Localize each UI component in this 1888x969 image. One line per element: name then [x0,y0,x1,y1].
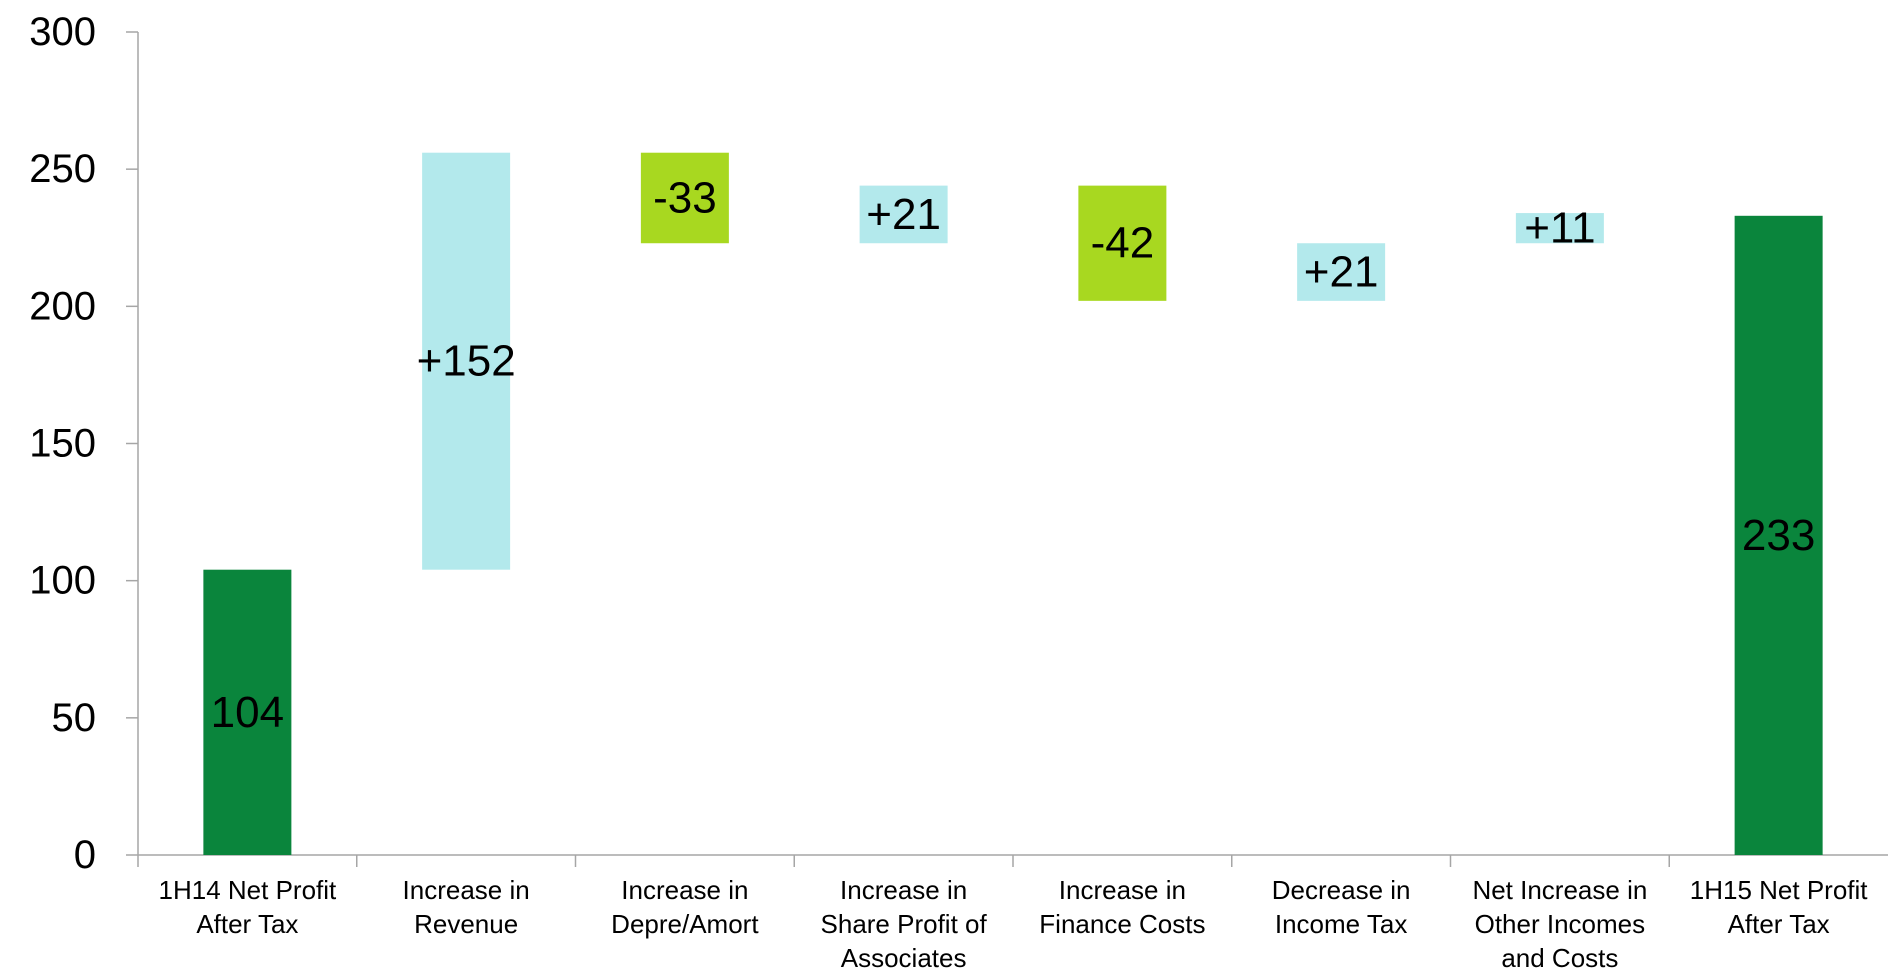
category-label-line: Income Tax [1275,909,1407,939]
category-label-line: Increase in [403,875,530,905]
category-label-line: 1H14 Net Profit [159,875,338,905]
y-axis: 0 50 100 150 200 250 300 [29,10,139,877]
y-tick-label: 100 [29,559,96,603]
category-label-line: and Costs [1501,943,1618,969]
y-tick-label: 300 [29,10,96,54]
category-label-line: Revenue [414,909,518,939]
bar-increase [1515,213,1604,244]
category-label-line: Share Profit of [821,909,988,939]
bar-increase [422,152,511,570]
category-label-line: Finance Costs [1039,909,1205,939]
category-label: Increase in Depre/Amort [611,875,759,939]
bar-value-label: -33 [653,173,717,222]
category-label-line: Other Incomes [1475,909,1646,939]
bar-value-label: +21 [1304,248,1379,297]
category-label-line: Increase in [1059,875,1186,905]
bar-value-label: 233 [1742,511,1815,560]
bar-value-label: -42 [1091,219,1155,268]
bar-increase [859,185,948,244]
category-label: Increase in Revenue [403,875,530,939]
category-label-line: After Tax [196,909,298,939]
bar-value-label: +21 [866,190,941,239]
x-axis [137,854,1888,867]
y-tick-label: 250 [29,147,96,191]
category-label: Increase in Finance Costs [1039,875,1205,939]
category-label-line: Net Increase in [1472,875,1647,905]
bar-value-label: +11 [1524,204,1595,253]
category-label: Increase in Share Profit of Associates [821,875,988,969]
category-label-line: After Tax [1728,909,1830,939]
category-label-line: Increase in [621,875,748,905]
category-label-line: Increase in [840,875,967,905]
bar-total [203,569,292,855]
category-label-line: Decrease in [1272,875,1411,905]
y-tick-label: 200 [29,284,96,328]
bar-decrease [640,152,729,244]
category-label-line: 1H15 Net Profit [1690,875,1869,905]
category-label: Decrease in Income Tax [1272,875,1411,939]
bar-value-label: +152 [417,337,516,386]
y-tick-label: 50 [52,696,97,740]
bars [203,152,1823,855]
y-tick-label: 150 [29,422,96,466]
bar-total [1734,215,1823,855]
category-label-line: Associates [841,943,967,969]
category-label: 1H15 Net Profit After Tax [1690,875,1869,939]
bar-value-label: 104 [211,688,284,737]
bar-decrease [1078,185,1167,301]
bar-labels: 104 +152 -33 +21 -42 +21 +11 233 [211,173,1816,736]
category-labels: 1H14 Net Profit After Tax Increase in Reven… [159,875,1869,969]
y-tick-label: 0 [74,833,96,877]
category-label: Net Increase in Other Incomes and Costs [1472,875,1647,969]
category-label: 1H14 Net Profit After Tax [159,875,338,939]
category-label-line: Depre/Amort [611,909,759,939]
bar-increase [1297,243,1386,301]
